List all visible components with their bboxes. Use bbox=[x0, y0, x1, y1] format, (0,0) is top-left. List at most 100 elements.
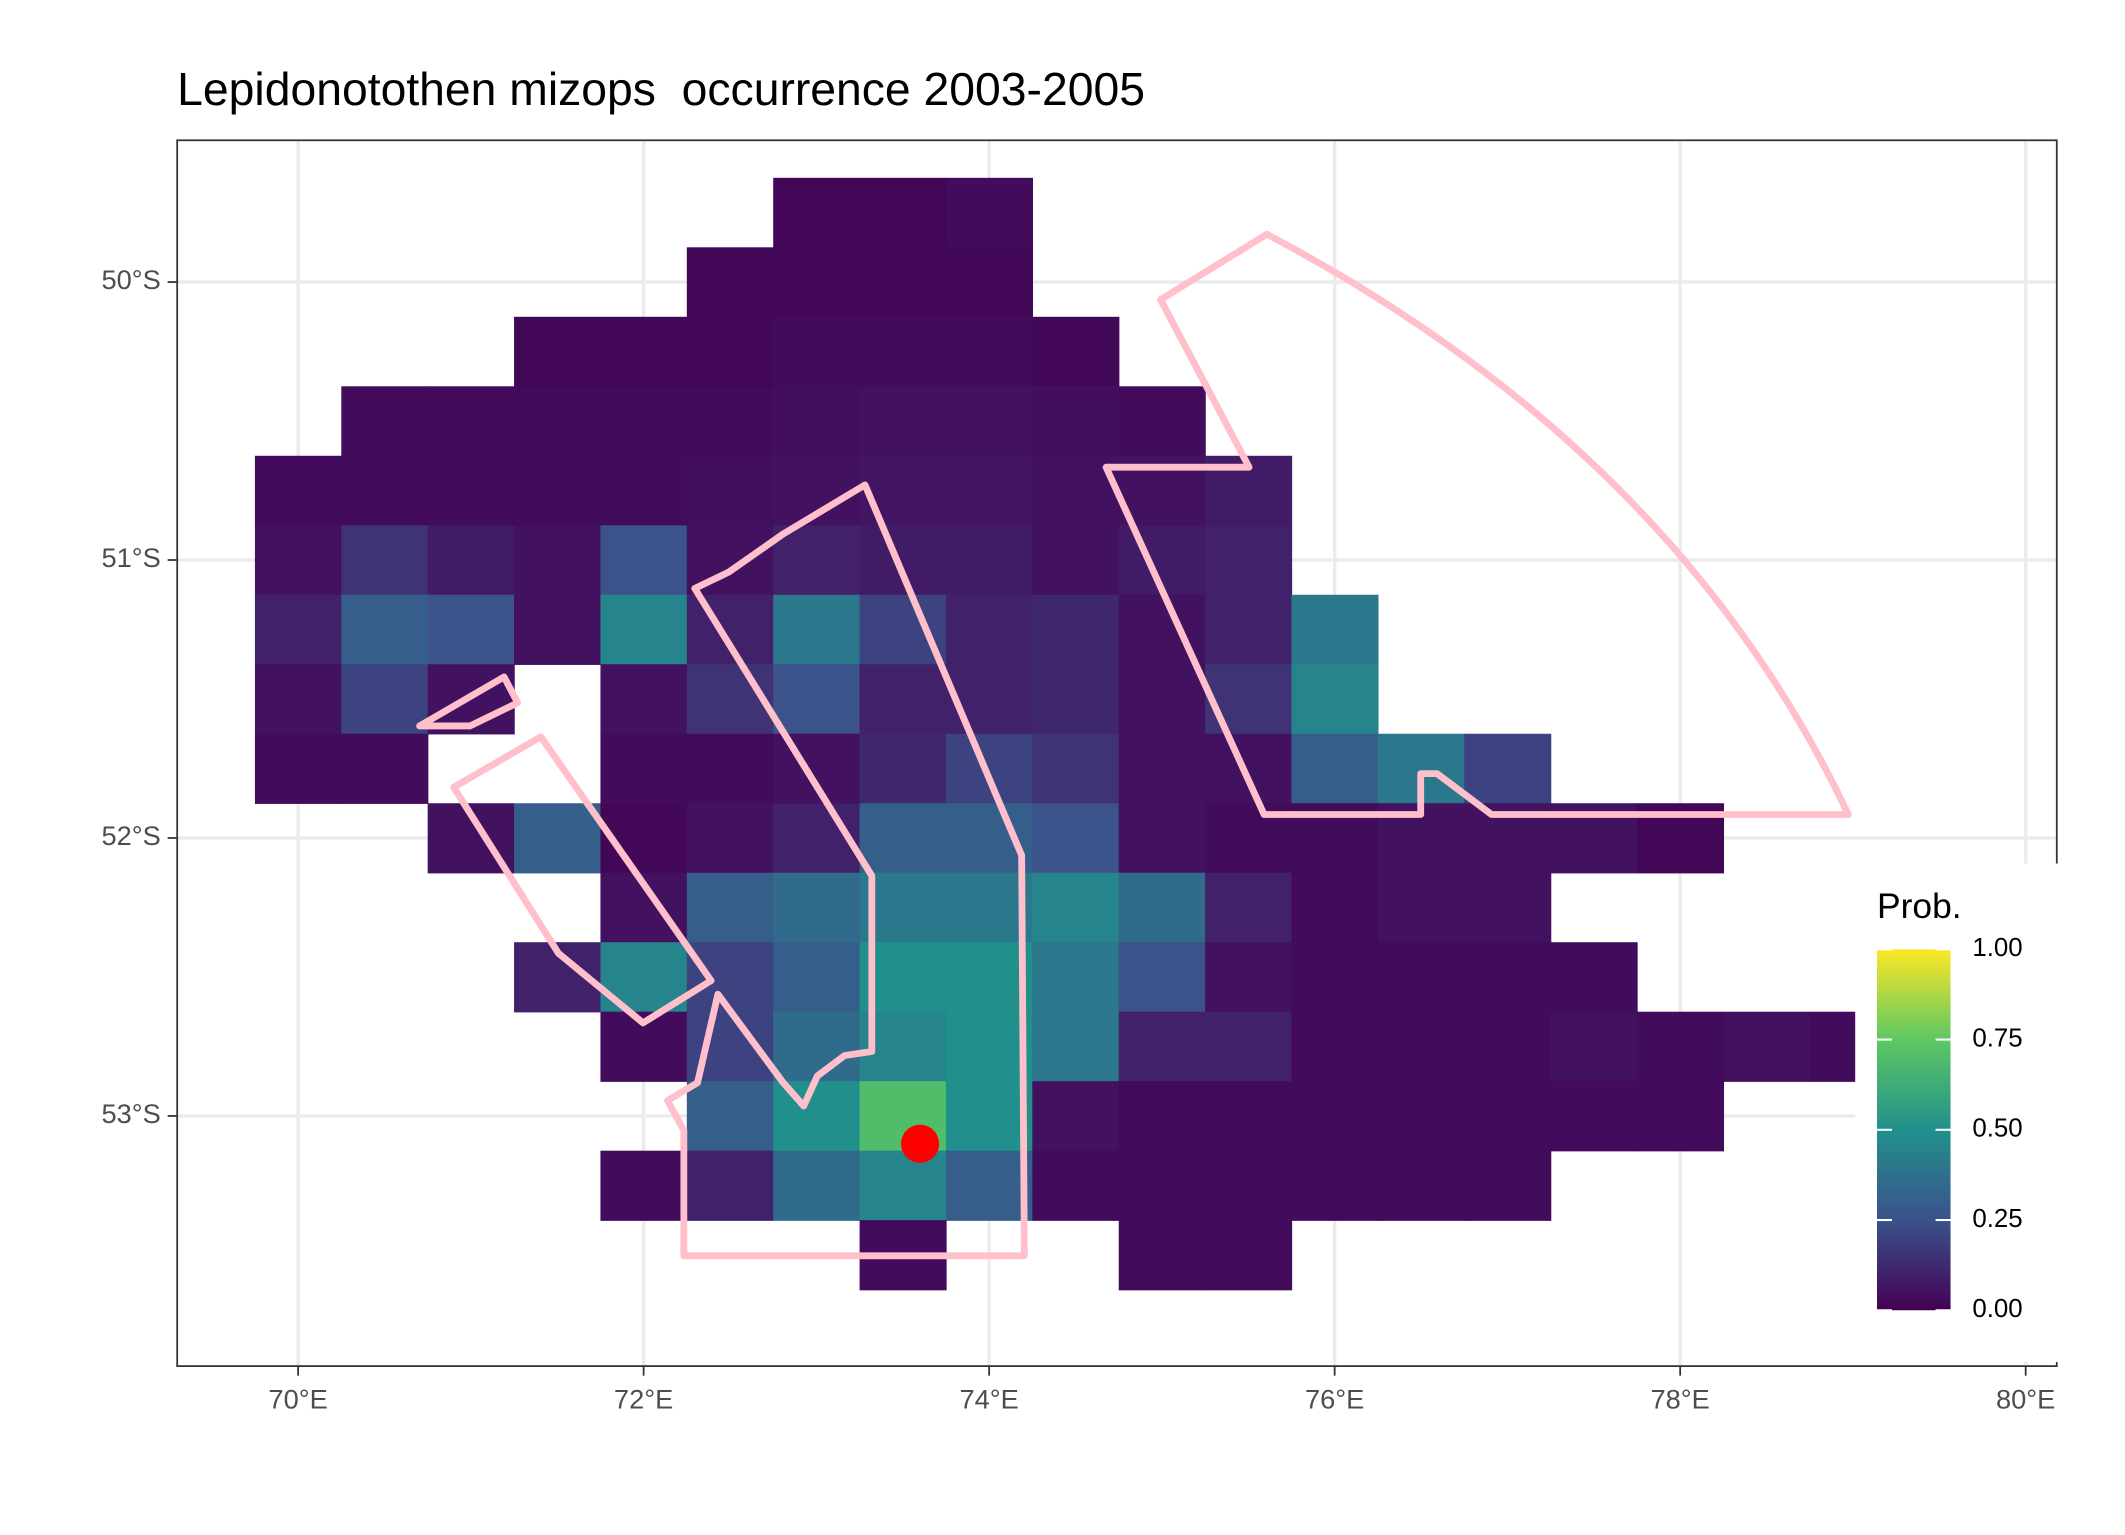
area-outline bbox=[450, 733, 715, 1027]
raster-cell bbox=[514, 455, 602, 526]
raster-cell bbox=[514, 386, 602, 457]
raster-cell bbox=[1205, 525, 1293, 596]
raster-cell bbox=[859, 594, 947, 665]
raster-cell bbox=[686, 803, 774, 874]
raster-cell bbox=[686, 455, 774, 526]
chart-title: Lepidonotothen mizops occurrence 2003-20… bbox=[177, 63, 1145, 115]
raster-cell bbox=[859, 664, 947, 735]
raster-cell bbox=[859, 525, 947, 596]
raster-cell bbox=[1464, 1150, 1552, 1221]
raster-cell bbox=[254, 455, 342, 526]
raster-cell bbox=[341, 664, 429, 735]
raster-cell bbox=[600, 664, 688, 735]
raster-cell bbox=[600, 455, 688, 526]
x-tick-label: 76°E bbox=[1305, 1384, 1364, 1415]
raster-cell bbox=[514, 803, 602, 874]
raster-cell bbox=[945, 594, 1034, 665]
raster-cell bbox=[1205, 664, 1293, 735]
raster-cell bbox=[1118, 1150, 1206, 1221]
raster-cell bbox=[945, 525, 1034, 596]
raster-cell bbox=[686, 1081, 774, 1152]
raster-cell bbox=[945, 942, 1034, 1013]
raster-cell bbox=[686, 872, 774, 943]
raster-cell bbox=[686, 247, 774, 318]
raster-cell bbox=[1032, 872, 1120, 943]
x-tick-label: 74°E bbox=[959, 1384, 1018, 1415]
area-outlines bbox=[416, 230, 1852, 1260]
raster-cell bbox=[773, 1150, 861, 1221]
area-outline bbox=[1102, 230, 1852, 818]
raster-cell bbox=[254, 664, 342, 735]
raster-cell bbox=[1205, 594, 1293, 665]
raster-cell bbox=[686, 594, 774, 665]
raster-cell bbox=[686, 942, 774, 1013]
raster-cell bbox=[600, 316, 688, 387]
raster-cell bbox=[1291, 594, 1379, 665]
y-tick-label: 51°S bbox=[101, 542, 160, 573]
raster-cell bbox=[1377, 1011, 1465, 1082]
raster-cell bbox=[427, 455, 515, 526]
legend-title: Prob. bbox=[1877, 886, 1962, 926]
raster-cell bbox=[1032, 1150, 1120, 1221]
raster-cell bbox=[1205, 1220, 1293, 1291]
raster-cell bbox=[773, 247, 861, 318]
raster-cell bbox=[1032, 1081, 1120, 1152]
raster-cell bbox=[1032, 664, 1120, 735]
raster-cell bbox=[859, 386, 947, 457]
raster-cell bbox=[859, 177, 947, 248]
raster-cell bbox=[1464, 872, 1552, 943]
raster-cell bbox=[773, 733, 861, 804]
raster-cell bbox=[859, 455, 947, 526]
raster-cell bbox=[1550, 1081, 1638, 1152]
raster-cell bbox=[341, 525, 429, 596]
raster-cell bbox=[1118, 872, 1206, 943]
raster-cell bbox=[945, 1150, 1034, 1221]
legend-tick-label: 0.25 bbox=[1972, 1205, 2022, 1233]
raster-cell bbox=[600, 733, 688, 804]
raster-cell bbox=[1291, 1081, 1379, 1152]
raster-cell bbox=[773, 316, 861, 387]
raster-cell bbox=[1291, 942, 1379, 1013]
raster-cell bbox=[1464, 733, 1552, 804]
raster-cell bbox=[773, 594, 861, 665]
raster-cell bbox=[1118, 942, 1206, 1013]
x-tick-label: 80°E bbox=[1996, 1384, 2055, 1415]
raster-cell bbox=[773, 664, 861, 735]
raster-cell bbox=[1032, 525, 1120, 596]
raster-cell bbox=[773, 942, 861, 1013]
raster-cell bbox=[1118, 1011, 1206, 1082]
raster-cell bbox=[1464, 1081, 1552, 1152]
raster-cell bbox=[686, 1150, 774, 1221]
y-tick-label: 52°S bbox=[101, 820, 160, 851]
raster-cell bbox=[1550, 942, 1638, 1013]
raster-cell bbox=[254, 594, 342, 665]
raster-cell bbox=[1205, 1150, 1293, 1221]
raster-cell bbox=[945, 455, 1034, 526]
raster-cell bbox=[341, 733, 429, 804]
raster-cell bbox=[1205, 872, 1293, 943]
raster-cell bbox=[1118, 1081, 1206, 1152]
raster-cell bbox=[1291, 733, 1379, 804]
raster-cell bbox=[945, 316, 1034, 387]
x-tick-label: 70°E bbox=[268, 1384, 327, 1415]
raster-cell bbox=[1118, 1220, 1206, 1291]
raster-cell bbox=[686, 386, 774, 457]
raster-cell bbox=[1636, 1011, 1725, 1082]
raster-cell bbox=[1118, 803, 1206, 874]
raster-cell bbox=[514, 316, 602, 387]
raster-cell bbox=[945, 1011, 1034, 1082]
raster-cell bbox=[773, 1081, 861, 1152]
raster-cell bbox=[686, 316, 774, 387]
raster-cell bbox=[600, 1150, 688, 1221]
raster-cell bbox=[1032, 386, 1120, 457]
area-outline bbox=[664, 481, 1028, 1260]
raster-cell bbox=[1205, 1081, 1293, 1152]
raster-cell bbox=[1205, 942, 1293, 1013]
legend-tick-label: 0.50 bbox=[1972, 1115, 2022, 1143]
raster-cell bbox=[1118, 664, 1206, 735]
raster-cell bbox=[341, 386, 429, 457]
location-point bbox=[900, 1124, 940, 1163]
raster-cell bbox=[1205, 1011, 1293, 1082]
legend-tick-label: 0.75 bbox=[1972, 1024, 2022, 1052]
